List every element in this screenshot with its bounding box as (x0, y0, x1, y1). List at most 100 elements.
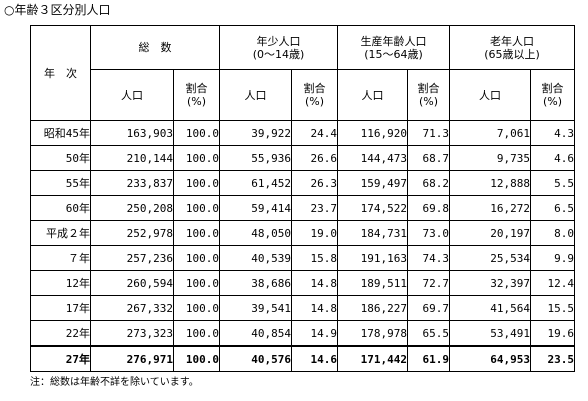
elderly-pct-cell: 8.0 (530, 220, 575, 246)
young-pct-cell: 14.8 (291, 270, 338, 296)
total-cell: 210,144 (90, 145, 174, 171)
total-pct-cell: 100.0 (173, 195, 220, 221)
working-pct-cell: 65.5 (407, 320, 450, 347)
header-young-range: (0～14歳) (252, 47, 305, 61)
total-cell: 273,323 (90, 320, 174, 347)
year-cell: 27年 (30, 345, 91, 372)
working-pct-cell: 61.9 (407, 345, 450, 372)
table-row: 55年 233,837 100.0 61,452 26.3 159,497 68… (30, 170, 575, 196)
young-cell: 40,539 (219, 245, 292, 271)
ratio-label: 割合 (417, 82, 440, 95)
working-cell: 189,511 (337, 270, 408, 296)
young-cell: 40,854 (219, 320, 292, 347)
year-cell: 22年 (30, 320, 91, 347)
young-cell: 59,414 (219, 195, 292, 221)
young-pct-cell: 24.4 (291, 120, 338, 146)
table-body: 昭和45年 163,903 100.0 39,922 24.4 116,920 … (30, 120, 575, 372)
table-row: 平成２年 252,978 100.0 48,050 19.0 184,731 7… (30, 220, 575, 246)
table-row: 12年 260,594 100.0 38,686 14.8 189,511 72… (30, 270, 575, 296)
working-pct-cell: 69.8 (407, 195, 450, 221)
population-table: 年 次 総 数 年少人口 (0～14歳) 生産年齢人口 (15～64歳) 老年人… (30, 25, 575, 372)
year-cell: 12年 (30, 270, 91, 296)
elderly-cell: 12,888 (449, 170, 531, 196)
young-cell: 48,050 (219, 220, 292, 246)
working-pct-cell: 73.0 (407, 220, 450, 246)
ratio-unit: (%) (418, 95, 439, 108)
year-cell: 17年 (30, 295, 91, 321)
elderly-pct-cell: 6.5 (530, 195, 575, 221)
young-pct-cell: 26.3 (291, 170, 338, 196)
elderly-pct-cell: 5.5 (530, 170, 575, 196)
elderly-pct-cell: 23.5 (530, 345, 575, 372)
elderly-pct-cell: 4.6 (530, 145, 575, 171)
elderly-pct-cell: 12.4 (530, 270, 575, 296)
total-pct-cell: 100.0 (173, 145, 220, 171)
young-pct-cell: 15.8 (291, 245, 338, 271)
table-row: 60年 250,208 100.0 59,414 23.7 174,522 69… (30, 195, 575, 221)
young-pct-cell: 14.9 (291, 320, 338, 347)
total-cell: 276,971 (90, 345, 174, 372)
header-young-population: 人口 (219, 69, 292, 121)
table-row: ７年 257,236 100.0 40,539 15.8 191,163 74.… (30, 245, 575, 271)
year-cell: 50年 (30, 145, 91, 171)
young-pct-cell: 19.0 (291, 220, 338, 246)
header-elderly-ratio: 割合 (%) (530, 69, 575, 121)
ratio-label: 割合 (541, 82, 564, 95)
year-cell: 60年 (30, 195, 91, 221)
total-pct-cell: 100.0 (173, 295, 220, 321)
header-total-ratio: 割合 (%) (173, 69, 220, 121)
working-cell: 191,163 (337, 245, 408, 271)
footnote: 注：総数は年齢不詳を除いています。 (30, 377, 199, 388)
header-elderly-label: 老年人口 (490, 34, 534, 48)
working-cell: 178,978 (337, 320, 408, 347)
total-cell: 252,978 (90, 220, 174, 246)
ratio-unit: (%) (186, 95, 207, 108)
total-pct-cell: 100.0 (173, 270, 220, 296)
elderly-pct-cell: 9.9 (530, 245, 575, 271)
year-cell: 平成２年 (30, 220, 91, 246)
working-pct-cell: 68.2 (407, 170, 450, 196)
elderly-cell: 64,953 (449, 345, 531, 372)
working-cell: 174,522 (337, 195, 408, 221)
table-row: 昭和45年 163,903 100.0 39,922 24.4 116,920 … (30, 120, 575, 146)
elderly-cell: 41,564 (449, 295, 531, 321)
year-cell: ７年 (30, 245, 91, 271)
ratio-unit: (%) (542, 95, 563, 108)
young-cell: 61,452 (219, 170, 292, 196)
working-cell: 144,473 (337, 145, 408, 171)
total-cell: 250,208 (90, 195, 174, 221)
working-cell: 116,920 (337, 120, 408, 146)
header-working-population: 人口 (337, 69, 408, 121)
header-total: 総 数 (90, 25, 220, 70)
young-pct-cell: 23.7 (291, 195, 338, 221)
total-pct-cell: 100.0 (173, 245, 220, 271)
header-row-groups: 年 次 総 数 年少人口 (0～14歳) 生産年齢人口 (15～64歳) 老年人… (30, 25, 575, 121)
young-pct-cell: 14.6 (291, 345, 338, 372)
elderly-cell: 9,735 (449, 145, 531, 171)
total-pct-cell: 100.0 (173, 220, 220, 246)
young-cell: 40,576 (219, 345, 292, 372)
young-pct-cell: 14.8 (291, 295, 338, 321)
total-pct-cell: 100.0 (173, 120, 220, 146)
header-year: 年 次 (30, 25, 91, 121)
table-row: 50年 210,144 100.0 55,936 26.6 144,473 68… (30, 145, 575, 171)
ratio-label: 割合 (303, 82, 326, 95)
total-pct-cell: 100.0 (173, 345, 220, 372)
header-total-population: 人口 (90, 69, 174, 121)
header-working-ratio: 割合 (%) (407, 69, 450, 121)
table-row: 17年 267,332 100.0 39,541 14.8 186,227 69… (30, 295, 575, 321)
ratio-unit: (%) (304, 95, 325, 108)
header-elderly: 老年人口 (65歳以上) (449, 25, 575, 70)
year-cell: 55年 (30, 170, 91, 196)
young-cell: 39,541 (219, 295, 292, 321)
working-pct-cell: 74.3 (407, 245, 450, 271)
elderly-cell: 16,272 (449, 195, 531, 221)
elderly-pct-cell: 15.5 (530, 295, 575, 321)
total-pct-cell: 100.0 (173, 170, 220, 196)
year-cell: 昭和45年 (30, 120, 91, 146)
elderly-cell: 53,491 (449, 320, 531, 347)
working-cell: 159,497 (337, 170, 408, 196)
table-row-latest: 27年 276,971 100.0 40,576 14.6 171,442 61… (30, 345, 575, 372)
table-row: 22年 273,323 100.0 40,854 14.9 178,978 65… (30, 320, 575, 347)
ratio-label: 割合 (185, 82, 208, 95)
